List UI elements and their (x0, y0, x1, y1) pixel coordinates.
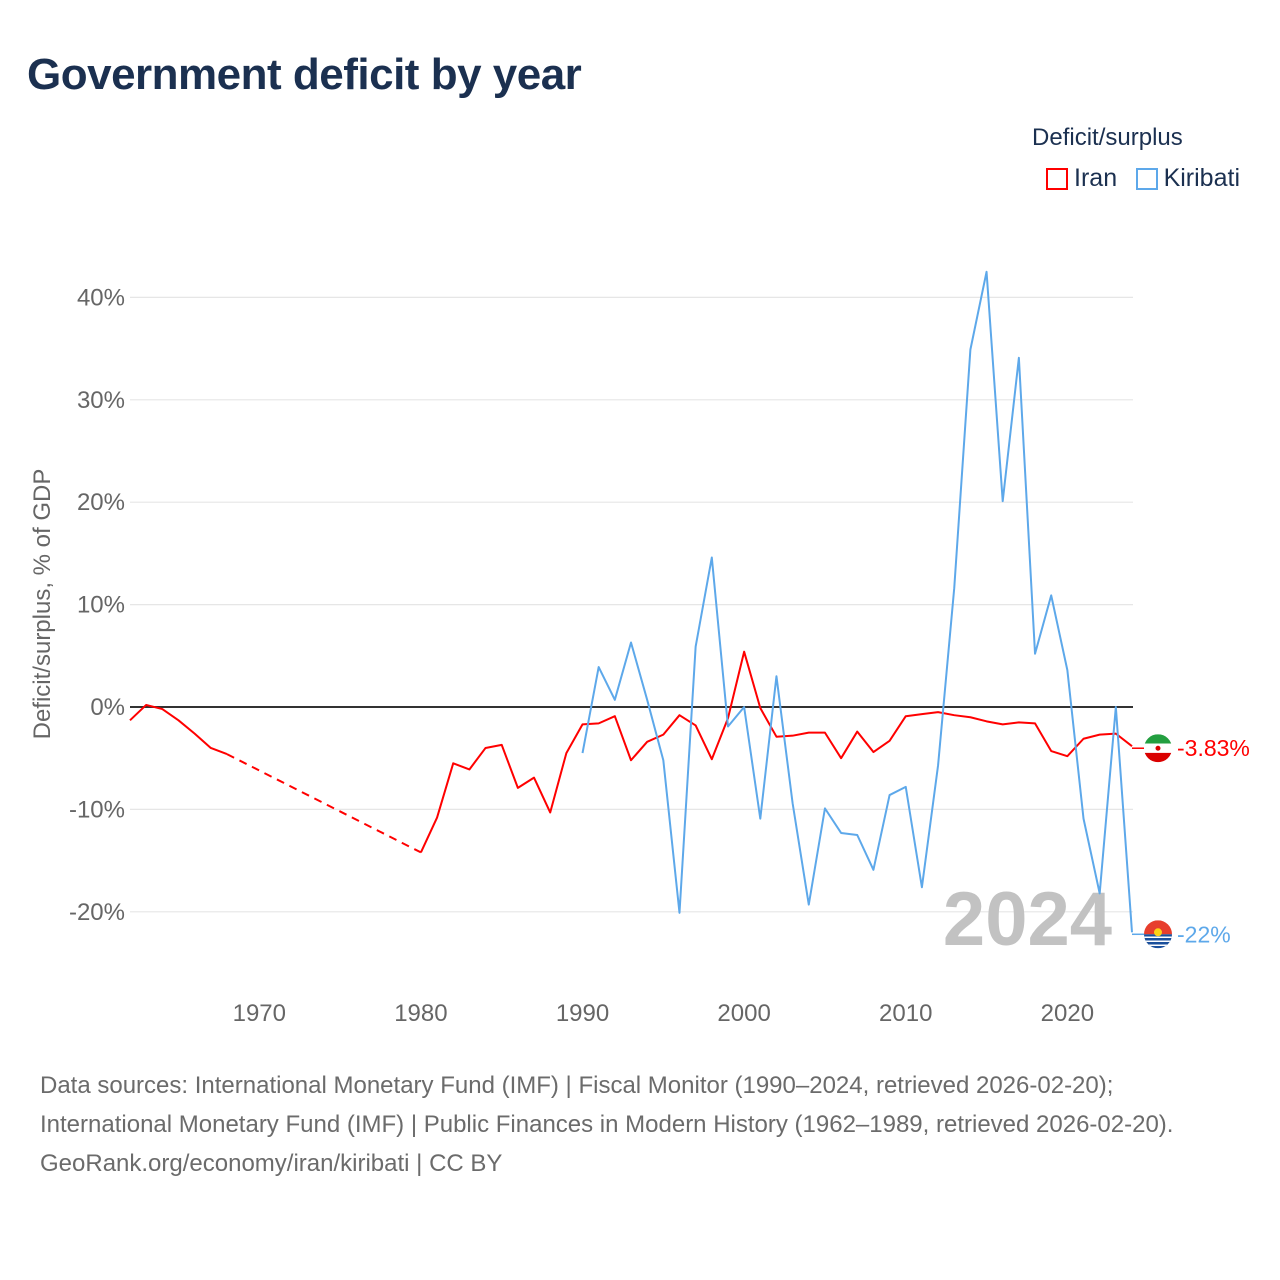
end-label-kiribati: -22% (1177, 921, 1231, 947)
y-axis-label: Deficit/surplus, % of GDP (29, 469, 56, 740)
legend-title: Deficit/surplus (1032, 124, 1183, 151)
legend-swatch-kiribati (1135, 167, 1158, 190)
line-chart: -20% -10% 0% 10% 20% 30% 40% 1970 1980 1990 2000 20… (29, 270, 1250, 1027)
legend: Deficit/surplus Iran Kiribati (1032, 124, 1240, 195)
kiribati-flag-icon (1144, 920, 1172, 949)
x-tick-label: 2000 (717, 1000, 770, 1027)
x-tick-label: 1980 (394, 1000, 447, 1027)
y-tick-label: -10% (69, 796, 125, 823)
year-watermark: 2024 (943, 877, 1112, 962)
y-tick-label: -20% (69, 899, 125, 926)
attribution-link[interactable]: GeoRank.org/economy/iran/kiribati | CC B… (40, 1150, 503, 1177)
data-sources: Data sources: International Monetary Fun… (40, 1072, 1174, 1138)
chart-title: Government deficit by year (27, 50, 582, 99)
legend-label: Kiribati (1163, 164, 1240, 192)
series-line-iran-gap (226, 753, 422, 854)
y-tick-label: 0% (90, 694, 125, 721)
end-label-iran: -3.83% (1177, 735, 1250, 761)
x-tick-label: 1970 (233, 1000, 286, 1027)
legend-label: Iran (1074, 164, 1118, 192)
y-tick-label: 20% (77, 489, 125, 516)
y-tick-label: 40% (77, 284, 125, 311)
y-tick-label: 30% (77, 387, 125, 414)
x-tick-label: 2010 (879, 1000, 932, 1027)
legend-item-iran[interactable]: Iran (1046, 164, 1117, 193)
legend-item-kiribati[interactable]: Kiribati (1135, 164, 1240, 193)
series-line-kiribati (581, 270, 1133, 933)
series-line-iran (129, 703, 228, 756)
y-tick-label: 10% (77, 592, 125, 619)
legend-swatch-iran (1046, 167, 1069, 190)
x-tick-label: 2020 (1041, 1000, 1094, 1027)
footer: Data sources: International Monetary Fun… (40, 1066, 1240, 1183)
x-tick-label: 1990 (556, 1000, 609, 1027)
iran-flag-icon (1144, 734, 1172, 763)
